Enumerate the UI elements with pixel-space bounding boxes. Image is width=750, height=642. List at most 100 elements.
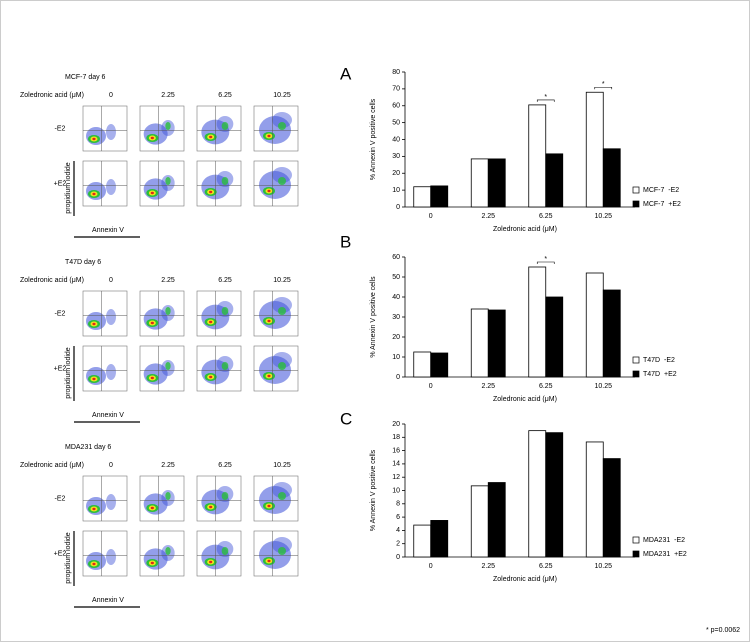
significance-bracket <box>536 99 555 102</box>
flow-plot <box>82 290 128 337</box>
bar <box>487 482 506 558</box>
bar <box>470 485 489 558</box>
bar <box>470 308 489 378</box>
flow-density <box>278 177 286 185</box>
flow-plot <box>82 345 128 392</box>
x-tick-label: 10.25 <box>594 383 612 390</box>
y-axis-label: % Annexin V positive cells <box>370 276 377 358</box>
flow-y-label: propidium iodide <box>65 162 72 213</box>
y-axis-label: % Annexin V positive cells <box>370 449 377 531</box>
legend-label: T47D +E2 <box>643 371 677 378</box>
bar <box>545 153 564 208</box>
flow-cloud <box>106 364 116 380</box>
flow-density <box>267 319 271 323</box>
x-tick-label: 0 <box>429 213 433 220</box>
legend-swatch <box>632 370 640 378</box>
y-tick-label: 16 <box>392 447 400 454</box>
flow-density <box>150 506 154 510</box>
y-tick-label: 60 <box>392 254 400 261</box>
flow-cloud <box>272 482 292 498</box>
y-axis-label: % Annexin V positive cells <box>370 98 377 180</box>
flow-y-label: propidium iodide <box>65 347 72 398</box>
legend-swatch <box>632 550 640 558</box>
flow-concentration: 0 <box>109 462 113 469</box>
flow-density <box>209 375 213 379</box>
flow-plot <box>82 530 128 577</box>
flow-density <box>221 122 229 130</box>
y-tick-label: 4 <box>396 527 400 534</box>
flow-density <box>150 561 154 565</box>
flow-density <box>278 362 286 370</box>
flow-density <box>92 137 96 141</box>
bar <box>602 148 621 208</box>
x-tick-label: 6.25 <box>539 213 553 220</box>
flow-cloud <box>272 537 292 553</box>
y-tick-label: 40 <box>392 294 400 301</box>
y-tick-label: 20 <box>392 170 400 177</box>
flow-density <box>165 122 171 130</box>
flow-x-label: Annexin V <box>92 412 124 419</box>
flow-density <box>165 547 171 555</box>
x-tick-label: 6.25 <box>539 383 553 390</box>
significance-mark: * <box>602 81 605 88</box>
bar <box>528 104 547 208</box>
significance-mark: * <box>544 256 547 263</box>
flow-concentration: 10.25 <box>273 92 291 99</box>
significance-bracket <box>594 86 613 90</box>
flow-density <box>165 362 171 370</box>
flow-y-label: propidium iodide <box>65 532 72 583</box>
flow-row-label: -E2 <box>55 310 66 317</box>
flow-density <box>165 307 171 315</box>
bar <box>528 430 547 558</box>
bar <box>545 432 564 558</box>
y-tick-label: 12 <box>392 474 400 481</box>
y-tick-label: 0 <box>396 554 400 561</box>
significance-bracket <box>536 261 555 264</box>
bar <box>545 296 564 378</box>
flow-concentration: 6.25 <box>218 277 232 284</box>
bar <box>413 351 432 378</box>
flow-cloud <box>272 297 292 313</box>
legend-label: MCF-7 -E2 <box>643 187 679 194</box>
bar <box>430 185 449 208</box>
flow-density <box>221 492 229 500</box>
flow-title: MCF-7 day 6 <box>65 74 106 81</box>
flow-density <box>221 362 229 370</box>
flow-concentration: 0 <box>109 92 113 99</box>
flow-density <box>92 562 96 566</box>
flow-density <box>150 191 154 195</box>
flow-row-label: +E2 <box>54 550 67 557</box>
flow-concentration: 2.25 <box>161 462 175 469</box>
y-tick-label: 10 <box>392 354 400 361</box>
flow-concentration: 0 <box>109 277 113 284</box>
x-tick-label: 2.25 <box>481 383 495 390</box>
panel-letter: B <box>340 232 351 251</box>
bar <box>602 458 621 558</box>
flow-concentration: 6.25 <box>218 462 232 469</box>
flow-density <box>267 559 271 563</box>
x-tick-label: 0 <box>429 383 433 390</box>
flow-density <box>278 307 286 315</box>
y-tick-label: 80 <box>392 69 400 76</box>
flow-row-label: +E2 <box>54 180 67 187</box>
flow-cloud <box>106 179 116 195</box>
flow-density <box>267 374 271 378</box>
flow-x-label: Annexin V <box>92 597 124 604</box>
legend-label: MDA231 -E2 <box>643 537 685 544</box>
flow-density <box>221 307 229 315</box>
flow-x-label: Annexin V <box>92 227 124 234</box>
flow-plot <box>82 475 128 522</box>
flow-row-label: -E2 <box>55 495 66 502</box>
flow-density <box>150 321 154 325</box>
legend-label: MDA231 +E2 <box>643 551 687 558</box>
flow-cloud <box>272 112 292 128</box>
flow-condition: Zoledronic acid (μM) <box>20 92 84 99</box>
flow-concentration: 2.25 <box>161 92 175 99</box>
y-tick-label: 8 <box>396 501 400 508</box>
flow-condition: Zoledronic acid (μM) <box>20 277 84 284</box>
flow-plot <box>82 105 128 152</box>
bar <box>413 524 432 558</box>
bar <box>602 289 621 378</box>
flow-density <box>278 547 286 555</box>
flow-density <box>209 190 213 194</box>
